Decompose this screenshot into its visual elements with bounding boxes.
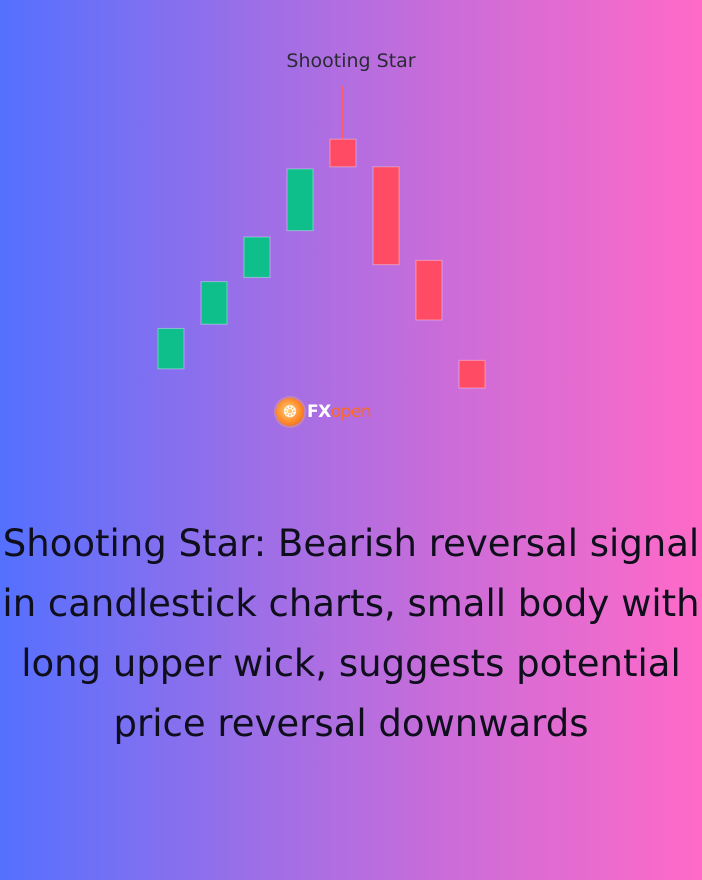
candle-2-bullish	[200, 281, 228, 325]
chart-canvas	[157, 86, 486, 389]
candlestick-chart: Shooting Star ❂ FXopen	[157, 50, 486, 428]
fxopen-logo: ❂ FXopen	[276, 396, 372, 428]
candle-5-bearish	[329, 138, 357, 168]
candle-3-bullish	[243, 236, 271, 278]
candle-8-bearish	[458, 359, 486, 389]
logo-text: FXopen	[307, 402, 372, 422]
candle-1-bullish	[157, 327, 185, 370]
candle-4-bullish	[286, 168, 314, 232]
fxopen-logo-icon: ❂	[276, 398, 304, 426]
candle-6-bearish	[372, 166, 400, 266]
caption-text: Shooting Star: Bearish reversal signal i…	[2, 522, 700, 745]
chart-title: Shooting Star	[286, 50, 416, 72]
candle-7-bearish	[415, 259, 443, 321]
